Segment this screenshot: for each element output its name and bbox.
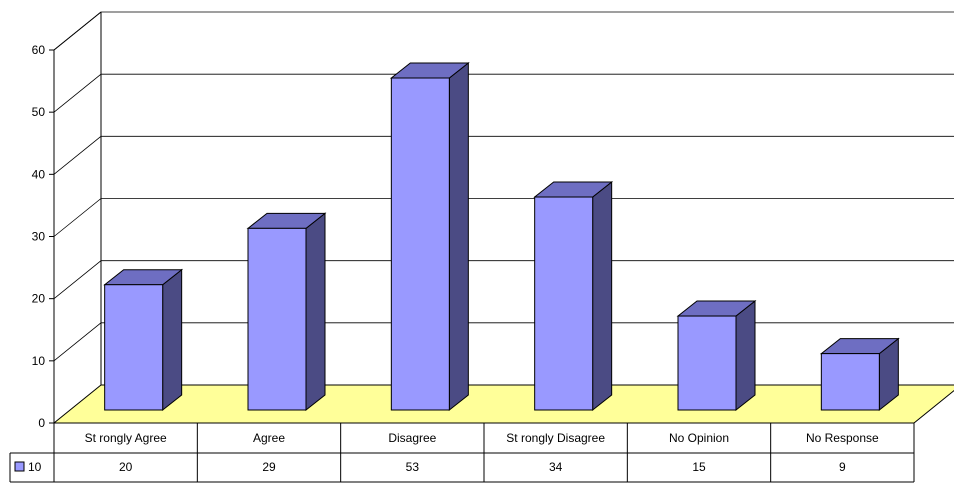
bar — [389, 61, 470, 412]
y-tick-label: 30 — [32, 230, 46, 244]
bar — [676, 300, 757, 412]
y-tick-label: 10 — [32, 354, 46, 368]
category-label: No Response — [806, 431, 879, 445]
value-label: 29 — [262, 460, 276, 474]
bar-front — [677, 315, 737, 411]
legend-label: 10 — [28, 460, 42, 474]
bar — [533, 180, 614, 412]
bar-front — [390, 77, 450, 411]
y-tick-label: 50 — [32, 105, 46, 119]
bar-side — [448, 61, 469, 412]
value-label: 34 — [549, 460, 563, 474]
bar — [246, 212, 327, 412]
category-label: Agree — [253, 431, 285, 445]
y-tick-label: 40 — [32, 167, 46, 181]
bar-side — [305, 212, 326, 412]
category-label: St rongly Agree — [85, 431, 167, 445]
chart-floor — [52, 384, 954, 424]
data-table: St rongly Agree Agree Disagree St rongly Di… — [9, 422, 915, 483]
bar-front — [104, 284, 164, 411]
bar-side — [162, 268, 183, 412]
category-label: No Opinion — [669, 431, 729, 445]
bar-front — [247, 227, 307, 411]
y-tick-label: 60 — [32, 43, 46, 57]
chart-walls — [53, 11, 954, 423]
bar-front — [534, 196, 594, 411]
legend-swatch — [14, 461, 25, 472]
floor-plane — [52, 384, 954, 424]
value-label: 9 — [839, 460, 846, 474]
bar — [103, 268, 184, 412]
category-label: St rongly Disagree — [506, 431, 605, 445]
bar-side — [735, 300, 756, 412]
y-axis: 0 10 20 30 40 50 60 — [32, 43, 55, 430]
y-tick-label: 0 — [38, 416, 45, 430]
y-tick-label: 20 — [32, 292, 46, 306]
gridlines — [53, 11, 954, 385]
bars — [103, 61, 900, 412]
bar-front — [820, 353, 880, 411]
category-label: Disagree — [388, 431, 436, 445]
bar-side — [592, 180, 613, 412]
value-label: 53 — [406, 460, 420, 474]
value-label: 20 — [119, 460, 133, 474]
value-label: 15 — [692, 460, 706, 474]
bar — [819, 337, 900, 412]
